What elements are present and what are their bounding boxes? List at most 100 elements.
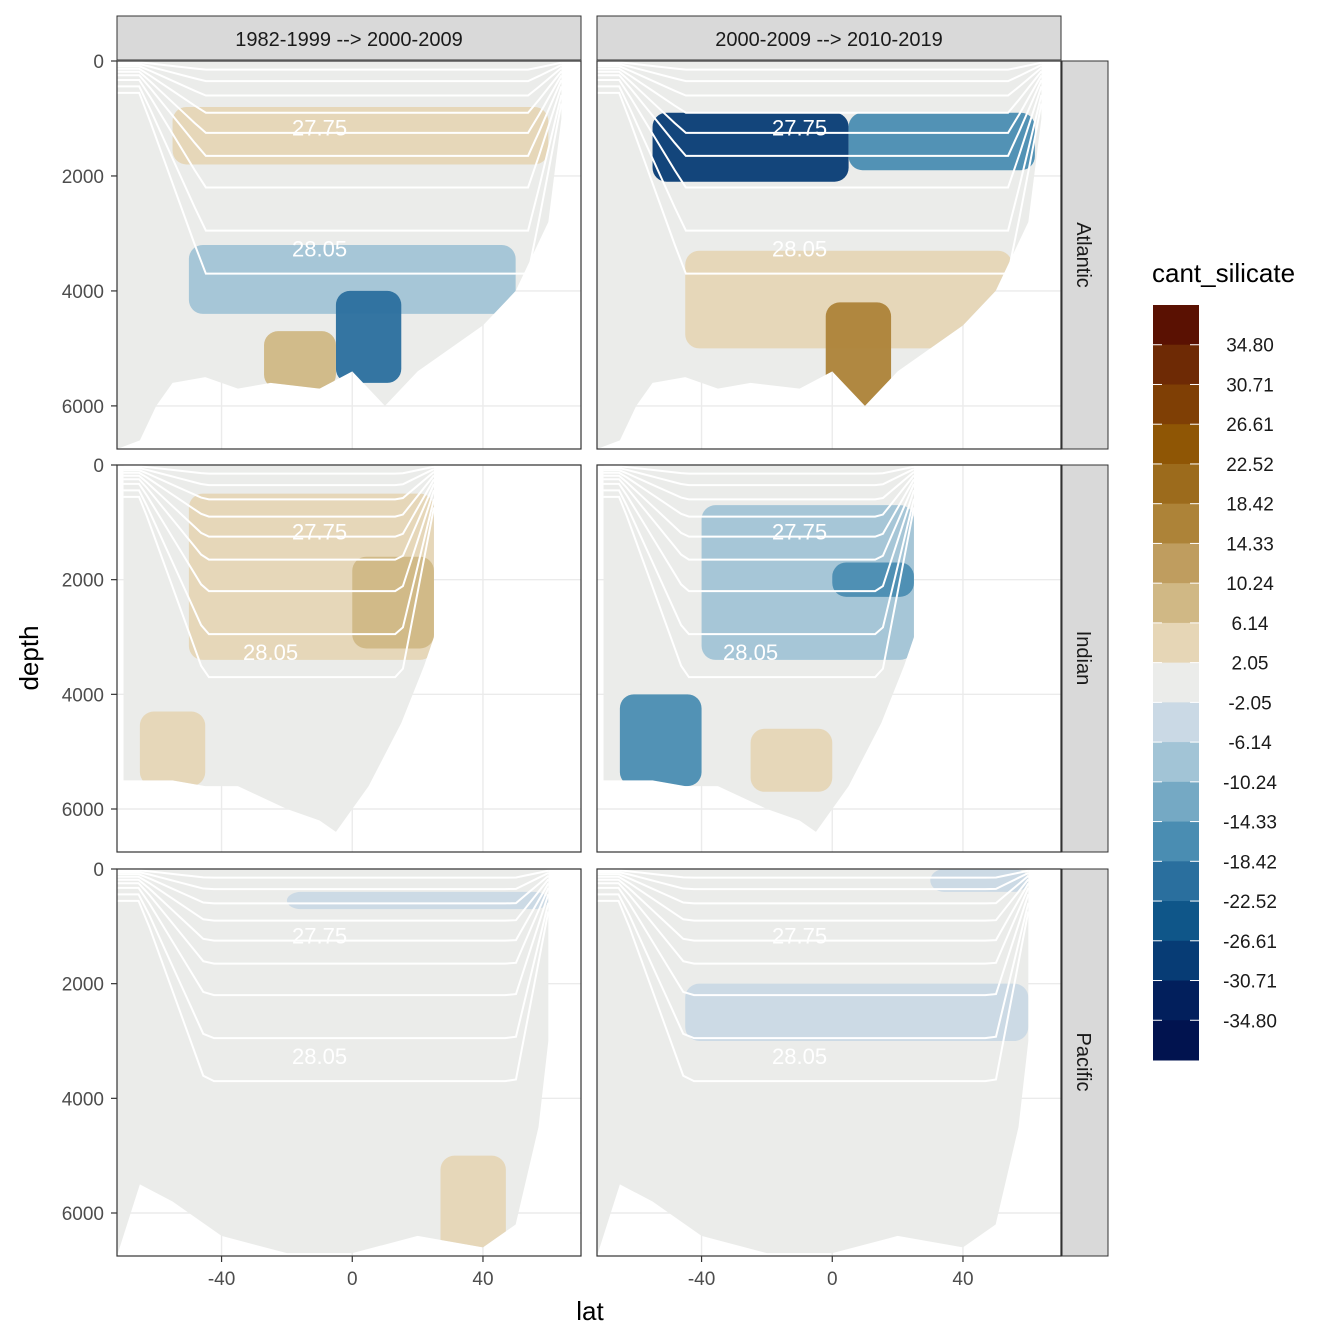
legend-label: -14.33 [1223, 813, 1277, 834]
isopycnal-line [117, 85, 563, 232]
isopycnal-label: 28.05 [243, 640, 298, 665]
isopycnal-line [117, 875, 550, 922]
legend-label: 30.71 [1226, 375, 1274, 396]
y-tick-label: 6000 [62, 1204, 104, 1225]
isopycnal-line [117, 91, 563, 275]
anomaly-layer [685, 869, 1029, 1041]
isopycnal-line [603, 478, 915, 561]
legend-swatch [1153, 424, 1199, 465]
isopycnal-line [597, 893, 1030, 1040]
isopycnal-line [117, 74, 563, 157]
isopycnal-label: 27.75 [772, 520, 827, 545]
isopycnal-line [123, 474, 435, 538]
anomaly-layer [619, 505, 914, 792]
isopycnal-label: 28.05 [723, 640, 778, 665]
legend-label: 10.24 [1226, 574, 1274, 595]
row-strip-indian-label: Indian [1072, 631, 1094, 686]
anomaly-region [286, 891, 549, 910]
legend-label: -10.24 [1223, 773, 1277, 794]
isopycnal-line [603, 482, 915, 593]
isopycnal-line [597, 65, 1043, 97]
isopycnal-line [117, 899, 550, 1083]
isopycnal-line [597, 882, 1030, 965]
panel-border [596, 464, 1062, 853]
y-tick-label: 2000 [62, 975, 104, 996]
y-axis-title: depth [14, 625, 44, 690]
isopycnal-line [117, 67, 563, 114]
panel-data-area: 27.75 28.05 [117, 869, 550, 1256]
legend-colorbar: 34.80 30.71 26.61 22.52 18.42 14.33 10.24 6.14 2… [1153, 305, 1277, 1061]
y-tick-label: 4000 [62, 282, 104, 303]
anomaly-region [685, 983, 1029, 1041]
anomaly-layer [286, 891, 549, 1254]
legend-label: -2.05 [1228, 693, 1271, 714]
y-tick-label: 0 [93, 52, 104, 73]
isopycnal-line [597, 91, 1043, 275]
panel-data-area: 27.75 28.05 [603, 465, 915, 832]
anomaly-region [848, 112, 1035, 171]
isopycnal-line [117, 871, 549, 891]
legend-label: 26.61 [1226, 415, 1274, 436]
legend-label: 22.52 [1226, 455, 1274, 476]
isopycnal-line [597, 67, 1043, 114]
y-tick-label: 4000 [62, 1089, 104, 1110]
ocean-section [117, 869, 549, 1256]
isopycnal-line [117, 61, 562, 71]
isopycnal-line [603, 467, 915, 487]
legend-label: -34.80 [1223, 1011, 1277, 1032]
panel-data-area: 27.75 28.05 [117, 61, 563, 449]
legend-swatch [1153, 702, 1199, 743]
anomaly-region [172, 106, 549, 165]
anomaly-region [930, 869, 1029, 892]
isopycnal-line [117, 65, 563, 97]
legend-label: 6.14 [1232, 614, 1269, 635]
isopycnal-label: 28.05 [772, 236, 827, 261]
anomaly-region [652, 112, 849, 182]
legend-swatch [1153, 622, 1199, 664]
legend-swatch [1153, 543, 1199, 584]
isopycnal-line [597, 61, 1042, 71]
isopycnal-label: 27.75 [772, 116, 827, 141]
isopycnal-line [603, 471, 915, 518]
panel-indian-period-2: 27.75 28.05 [596, 464, 1062, 853]
isopycnal-line [123, 478, 435, 561]
y-tick-label: 2000 [62, 571, 104, 592]
ocean-section [597, 869, 1029, 1256]
isopycnal-line [597, 78, 1043, 189]
isopycnal-line [123, 495, 435, 679]
legend-label: 14.33 [1226, 534, 1274, 555]
isopycnal-line [123, 467, 435, 487]
anomaly-region [139, 711, 206, 787]
panel-atlantic-period-2: 27.75 28.05 [596, 60, 1062, 450]
isopycnal-label: 27.75 [292, 520, 347, 545]
panel-border [596, 60, 1062, 450]
anomaly-region [701, 505, 914, 660]
isopycnal-line [597, 74, 1043, 157]
x-tick-label: 0 [347, 1269, 358, 1290]
isopycnal-line [597, 871, 1029, 891]
isopycnal-label: 28.05 [292, 1044, 347, 1069]
legend-label: -30.71 [1223, 972, 1277, 993]
x-tick-label: 40 [952, 1269, 973, 1290]
x-tick-label: -40 [688, 1269, 715, 1290]
y-tick-label: 0 [93, 456, 104, 477]
isopycnal-line [597, 886, 1030, 997]
legend-swatch [1153, 1020, 1199, 1061]
legend-swatch [1153, 503, 1199, 544]
isopycnal-label: 28.05 [772, 1044, 827, 1069]
panel-data-area: 27.75 28.05 [597, 869, 1030, 1256]
legend-swatch [1153, 781, 1199, 823]
legend-label: 34.80 [1226, 336, 1274, 357]
x-axis-title: lat [576, 1296, 604, 1326]
anomaly-region [440, 1155, 506, 1254]
panel-border [116, 464, 582, 853]
isopycnal-label: 27.75 [772, 924, 827, 949]
legend-swatch [1153, 742, 1199, 783]
panel-data-area: 27.75 28.05 [123, 465, 435, 832]
legend-label: 2.05 [1232, 654, 1269, 675]
isopycnal-line [123, 471, 435, 518]
panel-border [116, 60, 582, 450]
anomaly-region [750, 728, 833, 792]
isopycnal-line [117, 878, 550, 942]
anomaly-region [188, 244, 516, 314]
